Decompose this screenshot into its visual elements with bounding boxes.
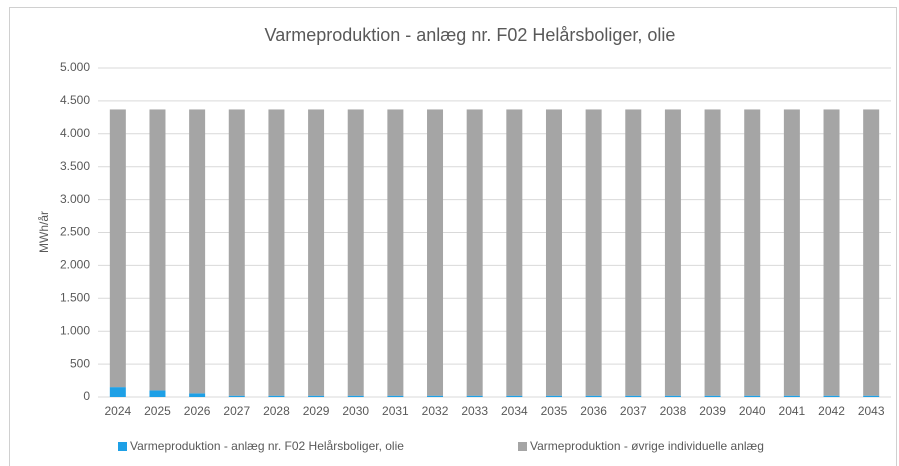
y-axis-label: MWh/år — [37, 211, 51, 253]
bar-segment — [268, 109, 285, 396]
bar-segment — [387, 109, 404, 396]
bar-segment — [109, 109, 126, 388]
bar-segment — [347, 109, 364, 396]
x-tick-label: 2040 — [739, 404, 766, 418]
x-tick-label: 2043 — [858, 404, 885, 418]
x-tick-label: 2034 — [501, 404, 528, 418]
x-tick-label: 2036 — [580, 404, 607, 418]
bar-segment — [625, 109, 642, 396]
bar-segment — [664, 109, 681, 396]
legend-label: Varmeproduktion - anlæg nr. F02 Helårsbo… — [130, 439, 404, 453]
bar-segment — [625, 395, 642, 397]
bar-segment — [466, 395, 483, 397]
bar-segment — [149, 390, 166, 397]
bar-segment — [149, 109, 166, 391]
bar-segment — [109, 387, 126, 397]
x-tick-label: 2026 — [184, 404, 211, 418]
legend-label: Varmeproduktion - øvrige individuelle an… — [530, 439, 764, 453]
legend-swatch — [518, 442, 527, 451]
x-tick-label: 2030 — [342, 404, 369, 418]
bar-segment — [268, 395, 285, 397]
y-tick-label: 4.500 — [60, 93, 90, 107]
y-tick-label: 2.500 — [60, 225, 90, 239]
bar-segment — [585, 109, 602, 396]
bar-segment — [823, 395, 840, 397]
chart-title: Varmeproduktion - anlæg nr. F02 Helårsbo… — [265, 25, 676, 45]
bar-segment — [704, 109, 721, 396]
bar-segment — [744, 109, 761, 396]
x-tick-label: 2032 — [422, 404, 449, 418]
bar-segment — [506, 109, 523, 396]
bar-segment — [783, 109, 800, 396]
bar-segment — [427, 395, 444, 397]
x-tick-label: 2027 — [223, 404, 250, 418]
legend-swatch — [118, 442, 127, 451]
y-tick-label: 0 — [83, 389, 90, 403]
y-tick-label: 500 — [70, 356, 90, 370]
bar-segment — [863, 395, 880, 397]
bar-segment — [545, 109, 562, 396]
bar-segment — [347, 395, 364, 397]
y-tick-label: 5.000 — [60, 60, 90, 74]
y-tick-label: 4.000 — [60, 126, 90, 140]
bar-segment — [664, 395, 681, 397]
bar-segment — [228, 109, 245, 396]
bar-segment — [466, 109, 483, 396]
y-tick-label: 3.000 — [60, 192, 90, 206]
x-tick-label: 2041 — [779, 404, 806, 418]
bar-segment — [704, 395, 721, 397]
y-tick-label: 3.500 — [60, 159, 90, 173]
bar-segment — [308, 395, 325, 397]
x-tick-label: 2025 — [144, 404, 171, 418]
x-tick-label: 2033 — [461, 404, 488, 418]
bar-segment — [228, 395, 245, 397]
x-tick-label: 2035 — [541, 404, 568, 418]
bar-segment — [427, 109, 444, 396]
bar-segment — [189, 109, 206, 394]
x-tick-label: 2039 — [699, 404, 726, 418]
y-tick-label: 1.500 — [60, 290, 90, 304]
x-tick-label: 2038 — [660, 404, 687, 418]
bar-segment — [506, 395, 523, 397]
bar-segment — [308, 109, 325, 396]
bar-segment — [783, 395, 800, 397]
bar-segment — [823, 109, 840, 396]
x-tick-label: 2024 — [104, 404, 131, 418]
x-tick-label: 2031 — [382, 404, 409, 418]
bar-segment — [189, 393, 206, 397]
y-tick-label: 1.000 — [60, 323, 90, 337]
bar-segment — [387, 395, 404, 397]
x-tick-label: 2028 — [263, 404, 290, 418]
x-tick-label: 2042 — [818, 404, 845, 418]
bar-segment — [585, 395, 602, 397]
y-tick-label: 2.000 — [60, 258, 90, 272]
bar-segment — [744, 395, 761, 397]
bar-segment — [863, 109, 880, 396]
x-tick-label: 2037 — [620, 404, 647, 418]
bar-segment — [545, 395, 562, 397]
x-tick-label: 2029 — [303, 404, 330, 418]
